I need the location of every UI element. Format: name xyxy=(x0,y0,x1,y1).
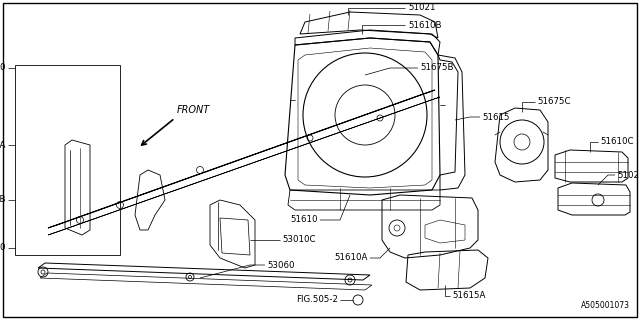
Text: 51610B: 51610B xyxy=(408,20,442,29)
Text: 51021A: 51021A xyxy=(617,171,640,180)
Text: 51610C: 51610C xyxy=(600,138,634,147)
Text: 51610A: 51610A xyxy=(335,253,368,262)
Text: 53040: 53040 xyxy=(0,244,6,252)
Text: 51675C: 51675C xyxy=(537,98,570,107)
Text: 51021: 51021 xyxy=(408,4,435,12)
Text: 53010B: 53010B xyxy=(0,196,6,204)
Text: 51615: 51615 xyxy=(482,113,509,122)
Text: FIG.505-2: FIG.505-2 xyxy=(296,295,338,305)
Text: 53060: 53060 xyxy=(267,260,294,269)
Text: 51615A: 51615A xyxy=(452,292,485,300)
Text: FRONT: FRONT xyxy=(177,105,211,115)
Text: 51675B: 51675B xyxy=(420,63,454,73)
Text: A505001073: A505001073 xyxy=(581,301,630,310)
Text: 51610: 51610 xyxy=(291,215,318,225)
Text: 53010: 53010 xyxy=(0,63,6,73)
Text: 53010C: 53010C xyxy=(282,236,316,244)
Text: 53010A: 53010A xyxy=(0,140,6,149)
